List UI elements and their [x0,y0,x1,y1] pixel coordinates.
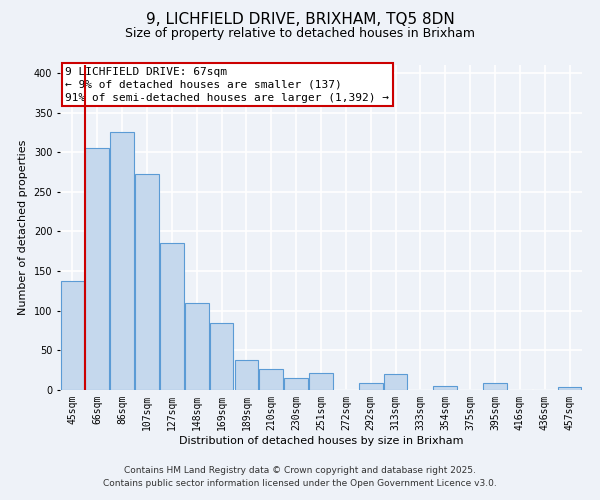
Text: Contains HM Land Registry data © Crown copyright and database right 2025.
Contai: Contains HM Land Registry data © Crown c… [103,466,497,487]
Y-axis label: Number of detached properties: Number of detached properties [18,140,28,315]
Bar [433,386,457,390]
Bar [185,303,209,390]
Bar [160,242,184,390]
Bar [61,280,84,390]
Text: 9 LICHFIELD DRIVE: 67sqm
← 9% of detached houses are smaller (137)
91% of semi-d: 9 LICHFIELD DRIVE: 67sqm ← 9% of detache… [65,66,389,103]
Bar [259,368,283,390]
Bar [309,372,333,390]
Bar [85,148,109,390]
Bar [235,360,258,390]
Bar [384,374,407,390]
Bar [210,322,233,390]
Text: 9, LICHFIELD DRIVE, BRIXHAM, TQ5 8DN: 9, LICHFIELD DRIVE, BRIXHAM, TQ5 8DN [146,12,454,28]
Bar [110,132,134,390]
Text: Size of property relative to detached houses in Brixham: Size of property relative to detached ho… [125,28,475,40]
Bar [483,383,507,390]
Bar [135,174,159,390]
X-axis label: Distribution of detached houses by size in Brixham: Distribution of detached houses by size … [179,436,463,446]
Bar [359,383,383,390]
Bar [558,387,581,390]
Bar [284,378,308,390]
